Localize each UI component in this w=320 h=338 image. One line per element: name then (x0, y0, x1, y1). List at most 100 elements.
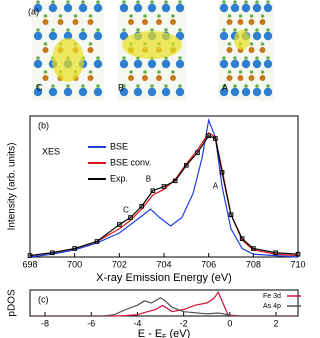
atom-as (227, 70, 232, 74)
atom-as (244, 84, 248, 88)
atom-fe (142, 19, 148, 25)
atom-o (93, 87, 103, 97)
atom-o (161, 59, 171, 69)
atom-o (48, 3, 58, 13)
atom-as (171, 14, 175, 18)
atom-as (227, 14, 232, 18)
atom-as (255, 84, 259, 88)
atom-o (93, 3, 103, 13)
atom-as (58, 14, 63, 18)
atom-as (164, 84, 168, 88)
data-point (239, 236, 245, 241)
atom-o (93, 59, 103, 69)
atom-as (88, 14, 93, 18)
atom-as (233, 28, 237, 32)
atom-fe (259, 75, 266, 81)
atom-o (78, 87, 88, 97)
atom-fe (248, 47, 255, 53)
atom-as (260, 14, 265, 18)
data-point (206, 133, 211, 139)
data-point (117, 222, 122, 227)
y-axis-label: pDOS (7, 289, 18, 317)
data-point (295, 251, 301, 257)
atom-o (63, 3, 73, 13)
atom-o (78, 31, 88, 41)
atom-as (96, 56, 100, 60)
atom-as (122, 56, 126, 60)
atom-fe (42, 47, 49, 53)
panel-label: (c) (38, 294, 49, 304)
atom-as (143, 14, 147, 18)
data-point (213, 136, 218, 141)
atom-o (175, 87, 185, 97)
atom-fe (259, 47, 266, 53)
atom-o (219, 87, 229, 97)
data-point (27, 253, 33, 258)
atom-fe (248, 75, 255, 81)
atom-as (51, 28, 55, 32)
atom-as (260, 70, 265, 74)
atom-fe (170, 19, 176, 25)
atom-as (164, 0, 168, 4)
atom-fe (142, 75, 148, 81)
legend-label: BSE (110, 141, 128, 151)
y-axis-label: Intensity (arb. units) (7, 143, 18, 231)
atom-fe (128, 75, 134, 81)
structure-panel (32, 0, 274, 100)
atom-as (129, 14, 133, 18)
atom-as (233, 84, 237, 88)
atom-as (222, 28, 226, 32)
legend-label: BSE conv. (110, 157, 151, 167)
panel-label: (b) (38, 120, 49, 130)
point-label: C (123, 206, 129, 215)
data-point (273, 250, 278, 256)
atom-o (263, 59, 273, 69)
atom-as (178, 0, 182, 4)
site-label: C (36, 82, 43, 92)
annotation: XES (42, 146, 60, 156)
atom-fe (42, 75, 49, 81)
atom-o (119, 3, 129, 13)
atom-as (233, 56, 237, 60)
charge-density (52, 38, 84, 82)
series-line (29, 118, 299, 258)
atom-as (266, 0, 270, 4)
atom-o (119, 59, 129, 69)
x-tick-label: 698 (22, 259, 37, 269)
atom-fe (72, 19, 79, 25)
atom-fe (128, 19, 134, 25)
atom-as (143, 70, 147, 74)
x-tick-label: 702 (112, 259, 127, 269)
atom-o (230, 87, 240, 97)
atom-as (260, 42, 265, 46)
x-axis-label-part: E - E (138, 328, 162, 338)
atom-as (150, 84, 154, 88)
atom-as (122, 28, 126, 32)
plot-frame (29, 289, 299, 317)
atom-as (150, 28, 154, 32)
atom-as (96, 84, 100, 88)
atom-as (96, 28, 100, 32)
legend-label: As 4p (263, 303, 281, 310)
atom-as (266, 84, 270, 88)
atom-o (133, 87, 143, 97)
atom-as (51, 84, 55, 88)
atom-o (161, 3, 171, 13)
point-label: B (146, 175, 151, 184)
atom-o (230, 59, 240, 69)
atom-o (147, 3, 157, 13)
atom-o (78, 3, 88, 13)
atom-as (66, 84, 70, 88)
atom-as (129, 70, 133, 74)
legend-label: Fe 3d (263, 293, 281, 300)
legend-label: Exp. (110, 173, 128, 183)
atom-as (136, 28, 140, 32)
atom-as (178, 28, 182, 32)
data-point (150, 188, 156, 194)
x-tick-label: 700 (67, 259, 82, 269)
atom-o (93, 31, 103, 41)
atom-o (263, 31, 273, 41)
atom-as (227, 42, 232, 46)
atom-as (81, 84, 85, 88)
